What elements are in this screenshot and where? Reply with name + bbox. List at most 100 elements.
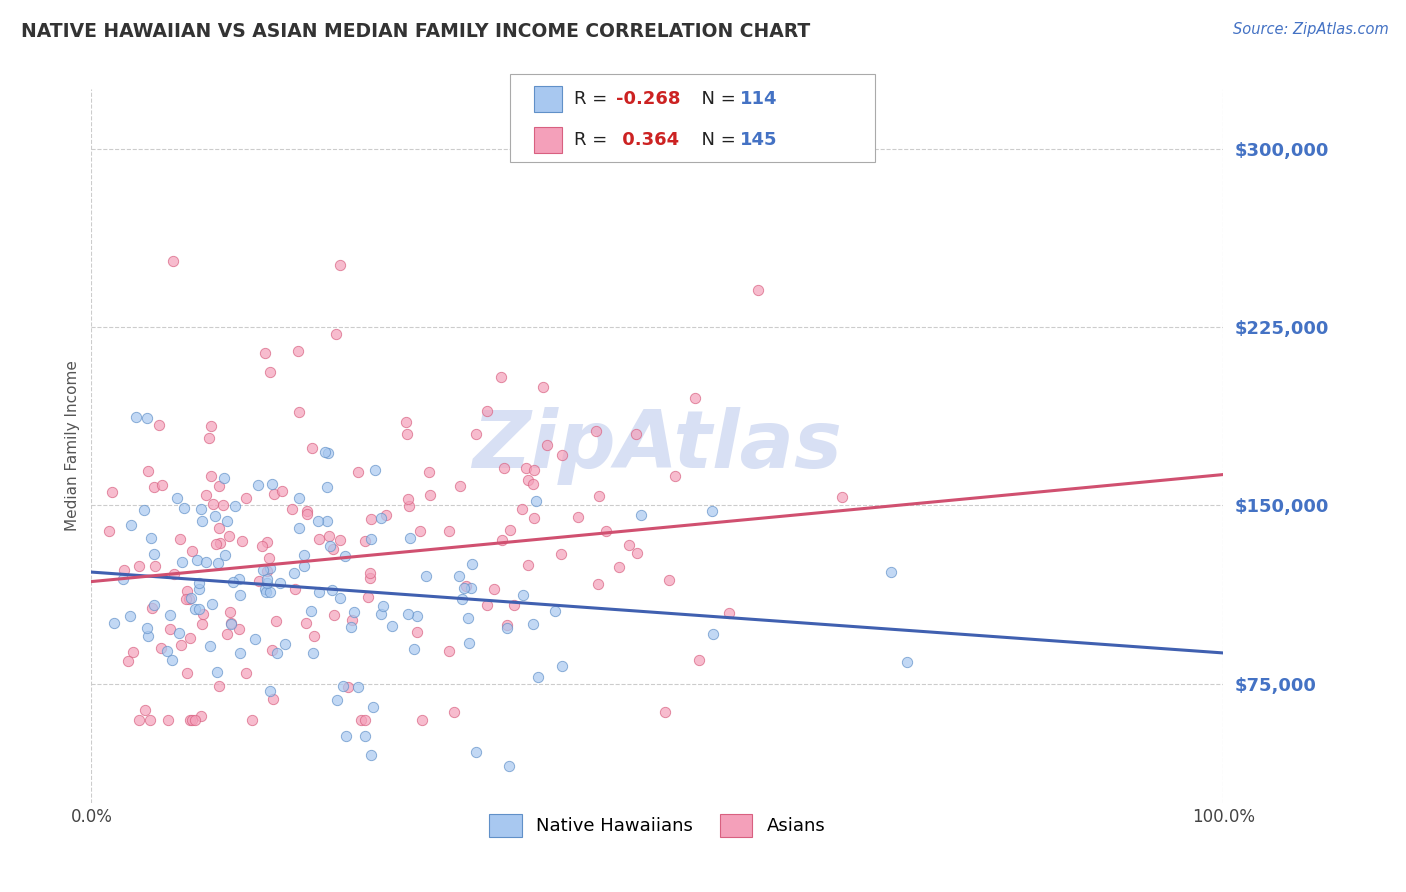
Point [526, 670, 548, 684]
Text: 114: 114 [740, 90, 778, 108]
Point [228, 572, 250, 586]
Point [174, 591, 197, 606]
Point [685, 391, 707, 405]
Point [607, 559, 630, 574]
Point [323, 608, 346, 623]
Point [246, 477, 269, 491]
Point [148, 418, 170, 433]
Point [536, 438, 558, 452]
Point [262, 643, 284, 657]
Point [208, 521, 231, 535]
Point [498, 758, 520, 772]
Point [283, 566, 305, 581]
Point [454, 579, 477, 593]
Point [259, 684, 281, 698]
Point [343, 605, 366, 619]
Point [396, 427, 419, 442]
Point [212, 471, 235, 485]
Point [522, 511, 544, 525]
Point [188, 602, 211, 616]
Point [360, 511, 382, 525]
Point [347, 465, 370, 479]
Point [180, 591, 202, 605]
Point [122, 644, 145, 658]
Point [191, 514, 214, 528]
Point [292, 548, 315, 562]
Point [187, 576, 209, 591]
Point [551, 658, 574, 673]
Point [184, 602, 207, 616]
Point [209, 536, 232, 550]
Point [170, 638, 193, 652]
Point [396, 607, 419, 621]
Point [200, 640, 222, 654]
Point [567, 510, 589, 524]
Point [208, 679, 231, 693]
Point [229, 647, 252, 661]
Text: N =: N = [690, 90, 742, 108]
Point [295, 503, 318, 517]
Point [896, 655, 918, 669]
Point [406, 624, 429, 639]
Point [218, 529, 240, 543]
Point [200, 468, 222, 483]
Point [150, 641, 173, 656]
Point [100, 484, 122, 499]
Point [263, 487, 285, 501]
Point [340, 613, 363, 627]
Point [523, 463, 546, 477]
Point [461, 557, 484, 571]
Point [292, 559, 315, 574]
Point [218, 605, 240, 619]
Point [204, 509, 226, 524]
Point [322, 542, 344, 557]
Point [269, 575, 291, 590]
Point [212, 498, 235, 512]
Point [201, 597, 224, 611]
Point [224, 499, 246, 513]
Point [371, 599, 394, 613]
Point [179, 713, 201, 727]
Point [315, 480, 337, 494]
Point [516, 473, 538, 487]
Point [198, 431, 221, 445]
Point [243, 632, 266, 646]
Point [361, 700, 384, 714]
Point [531, 380, 554, 394]
Point [370, 607, 392, 621]
Y-axis label: Median Family Income: Median Family Income [65, 360, 80, 532]
Point [207, 556, 229, 570]
Point [747, 283, 769, 297]
Point [229, 588, 252, 602]
Point [449, 479, 471, 493]
Point [449, 569, 471, 583]
Point [357, 590, 380, 604]
Point [340, 620, 363, 634]
Point [136, 464, 159, 478]
Point [169, 532, 191, 546]
Point [316, 445, 339, 459]
Text: Source: ZipAtlas.com: Source: ZipAtlas.com [1233, 22, 1389, 37]
Point [658, 573, 681, 587]
Point [112, 563, 135, 577]
Point [259, 365, 281, 379]
Point [201, 497, 224, 511]
Point [325, 326, 347, 341]
Point [162, 653, 184, 667]
Point [254, 346, 277, 360]
Point [411, 713, 433, 727]
Point [332, 679, 354, 693]
Text: NATIVE HAWAIIAN VS ASIAN MEDIAN FAMILY INCOME CORRELATION CHART: NATIVE HAWAIIAN VS ASIAN MEDIAN FAMILY I… [21, 22, 810, 41]
Point [184, 713, 207, 727]
Point [457, 635, 479, 649]
Point [281, 502, 304, 516]
Point [308, 514, 330, 528]
Point [353, 713, 375, 727]
Point [200, 419, 222, 434]
Point [295, 616, 318, 631]
Point [205, 536, 228, 550]
Point [266, 646, 288, 660]
Point [190, 708, 212, 723]
Point [550, 548, 572, 562]
Point [139, 531, 162, 545]
